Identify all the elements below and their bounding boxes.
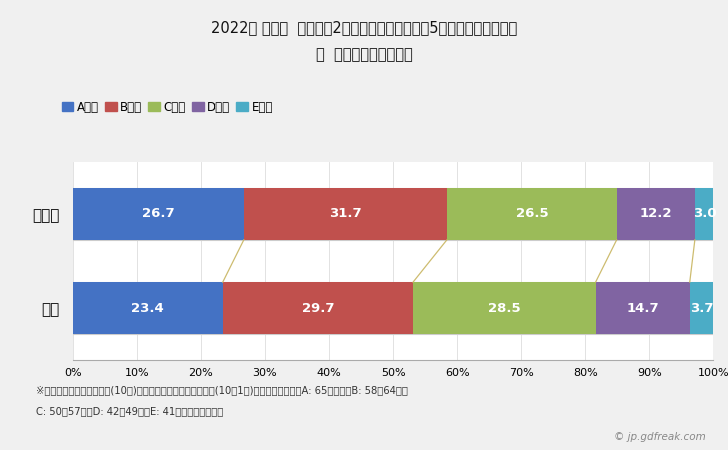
Bar <box>413 282 596 334</box>
Bar <box>695 188 714 240</box>
Text: 26.5: 26.5 <box>515 207 548 220</box>
Text: 12.2: 12.2 <box>639 207 672 220</box>
Bar <box>689 282 713 334</box>
Bar <box>617 188 695 240</box>
Bar <box>244 188 447 240</box>
Text: 26.7: 26.7 <box>142 207 175 220</box>
Bar <box>73 188 244 240</box>
Bar <box>223 282 413 334</box>
Text: ※体力・運動能力総合評価(10歳)は新体力テストの項目別得点(10～1点)の合計によって、A: 65点以上、B: 58～64点、: ※体力・運動能力総合評価(10歳)は新体力テストの項目別得点(10～1点)の合計… <box>36 385 408 395</box>
Text: 29.7: 29.7 <box>301 302 334 315</box>
Text: 3.0: 3.0 <box>692 207 716 220</box>
Bar <box>73 282 223 334</box>
Text: 23.4: 23.4 <box>131 302 164 315</box>
Text: 2022年 群馬県  女子中学2年生の体力運動能力の5段階評価による分布: 2022年 群馬県 女子中学2年生の体力運動能力の5段階評価による分布 <box>211 20 517 35</box>
Text: 14.7: 14.7 <box>626 302 659 315</box>
Legend: A段階, B段階, C段階, D段階, E段階: A段階, B段階, C段階, D段階, E段階 <box>57 96 277 118</box>
Text: 3.7: 3.7 <box>690 302 713 315</box>
Text: 28.5: 28.5 <box>488 302 521 315</box>
Bar <box>447 188 617 240</box>
Text: ～  全国平均との比較～: ～ 全国平均との比較～ <box>316 47 412 62</box>
Text: 31.7: 31.7 <box>329 207 362 220</box>
Text: C: 50～57点、D: 42～49点、E: 41点以下としている: C: 50～57点、D: 42～49点、E: 41点以下としている <box>36 406 223 416</box>
Text: © jp.gdfreak.com: © jp.gdfreak.com <box>614 432 706 442</box>
Bar <box>596 282 689 334</box>
